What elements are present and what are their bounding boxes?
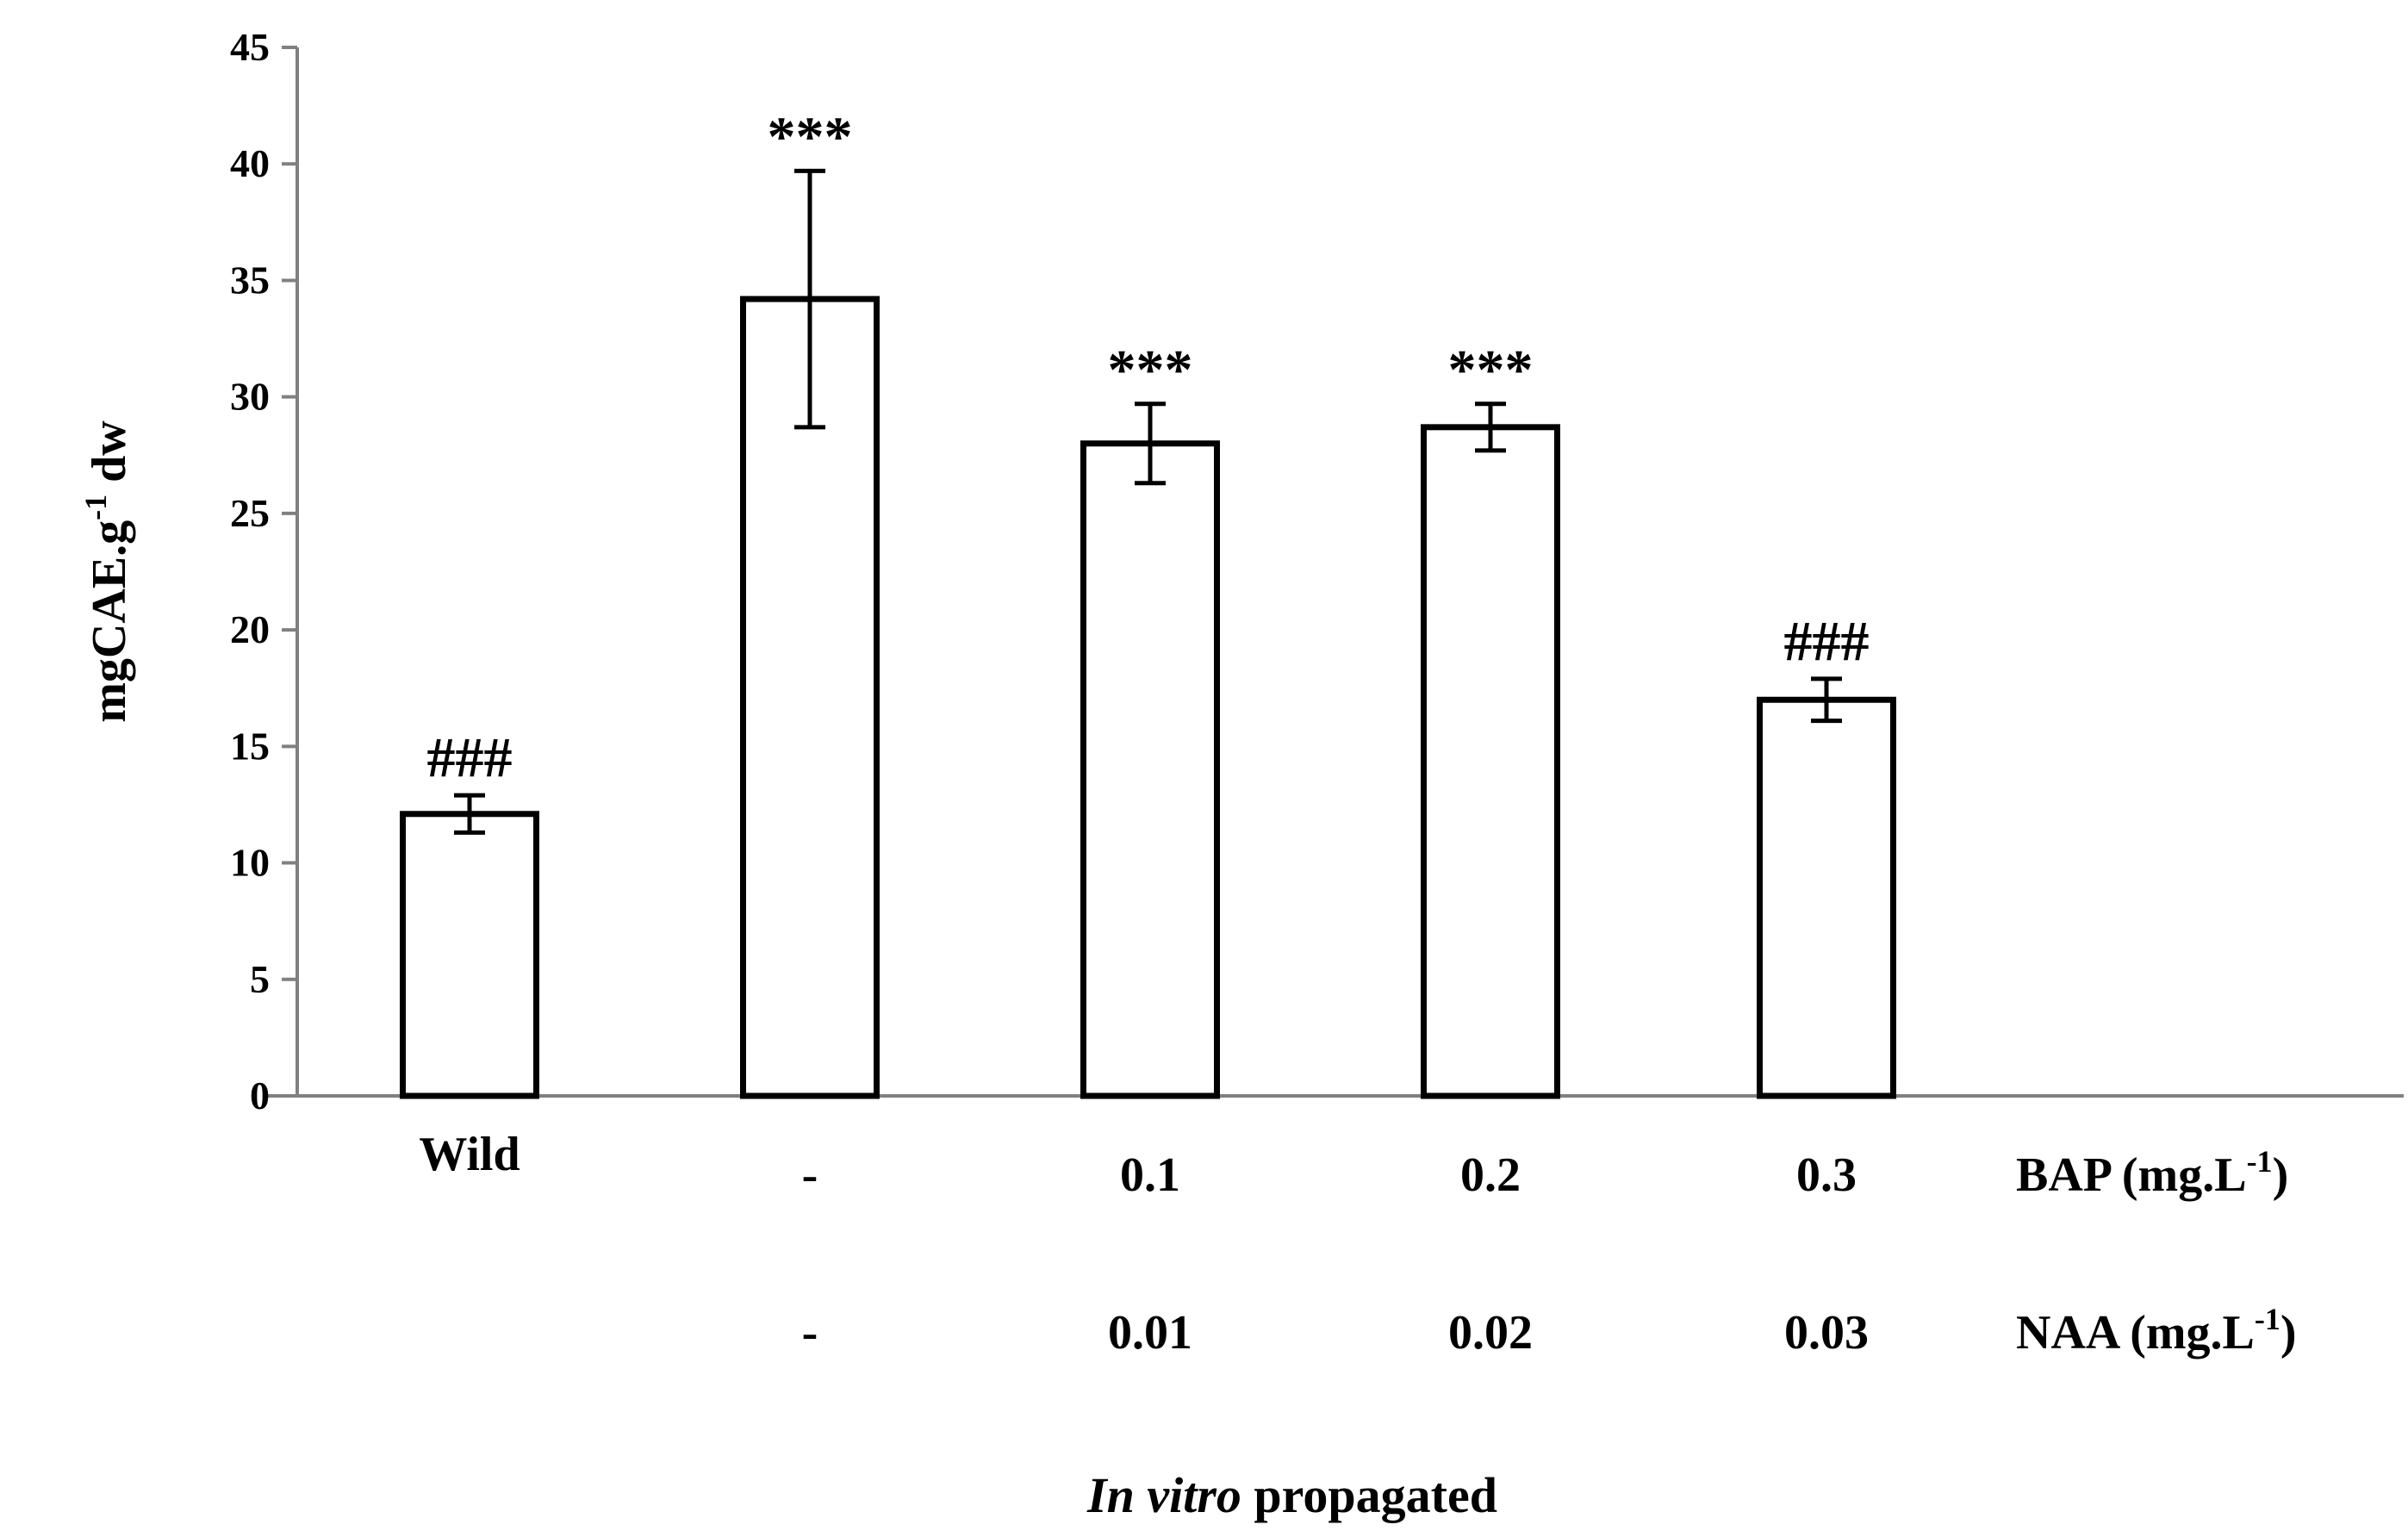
bar-series xyxy=(400,296,1896,1099)
category-label: 0.2 xyxy=(1460,1148,1521,1202)
axis-labels: mgCAE.g-1 dw In vitro propagated xyxy=(78,420,1497,1523)
y-tick-label: 5 xyxy=(250,957,270,1001)
bar xyxy=(1757,696,1896,1099)
y-axis-label: mgCAE.g-1 dw xyxy=(78,420,136,723)
significance-annotations: ### *** *** *** ### xyxy=(427,105,1870,789)
y-tick-label: 25 xyxy=(230,491,270,535)
y-tick-label: 0 xyxy=(250,1073,270,1117)
bar xyxy=(1080,440,1220,1099)
significance-label: *** xyxy=(768,105,853,168)
error-bars xyxy=(454,168,1842,835)
y-tick-label: 20 xyxy=(230,607,270,651)
y-tick-labels: 0 5 10 15 20 25 30 35 40 45 xyxy=(230,25,270,1117)
y-tick-label: 15 xyxy=(230,724,270,768)
significance-label: *** xyxy=(1448,339,1534,401)
x-axis-label: In vitro propagated xyxy=(1086,1467,1497,1523)
significance-label: ### xyxy=(1784,610,1870,673)
category-label: - xyxy=(802,1306,818,1360)
category-label: 0.1 xyxy=(1120,1148,1180,1202)
category-label-wild: Wild xyxy=(419,1128,520,1181)
y-tick-label: 10 xyxy=(230,841,270,885)
y-tick-label: 40 xyxy=(230,141,270,185)
significance-label: *** xyxy=(1108,339,1193,401)
significance-label: ### xyxy=(427,726,513,789)
category-row-label: BAP (mg.L-1) xyxy=(2016,1144,2288,1202)
y-tick-label: 45 xyxy=(230,25,270,69)
category-label: 0.03 xyxy=(1784,1306,1869,1360)
y-tick-label: 35 xyxy=(230,258,270,302)
y-tick-label: 30 xyxy=(230,375,270,419)
bar xyxy=(400,811,539,1099)
category-label: 0.01 xyxy=(1108,1306,1192,1360)
chart-axes xyxy=(263,46,2404,1098)
category-label: 0.3 xyxy=(1796,1148,1857,1202)
category-labels: Wild - 0.1 0.2 0.3 BAP (mg.L-1) - 0.01 0.02 0.03 N… xyxy=(419,1128,2296,1360)
category-label: - xyxy=(802,1148,818,1202)
bar xyxy=(1421,424,1560,1099)
category-row-label: NAA (mg.L-1) xyxy=(2016,1302,2297,1360)
category-label: 0.02 xyxy=(1448,1306,1533,1360)
